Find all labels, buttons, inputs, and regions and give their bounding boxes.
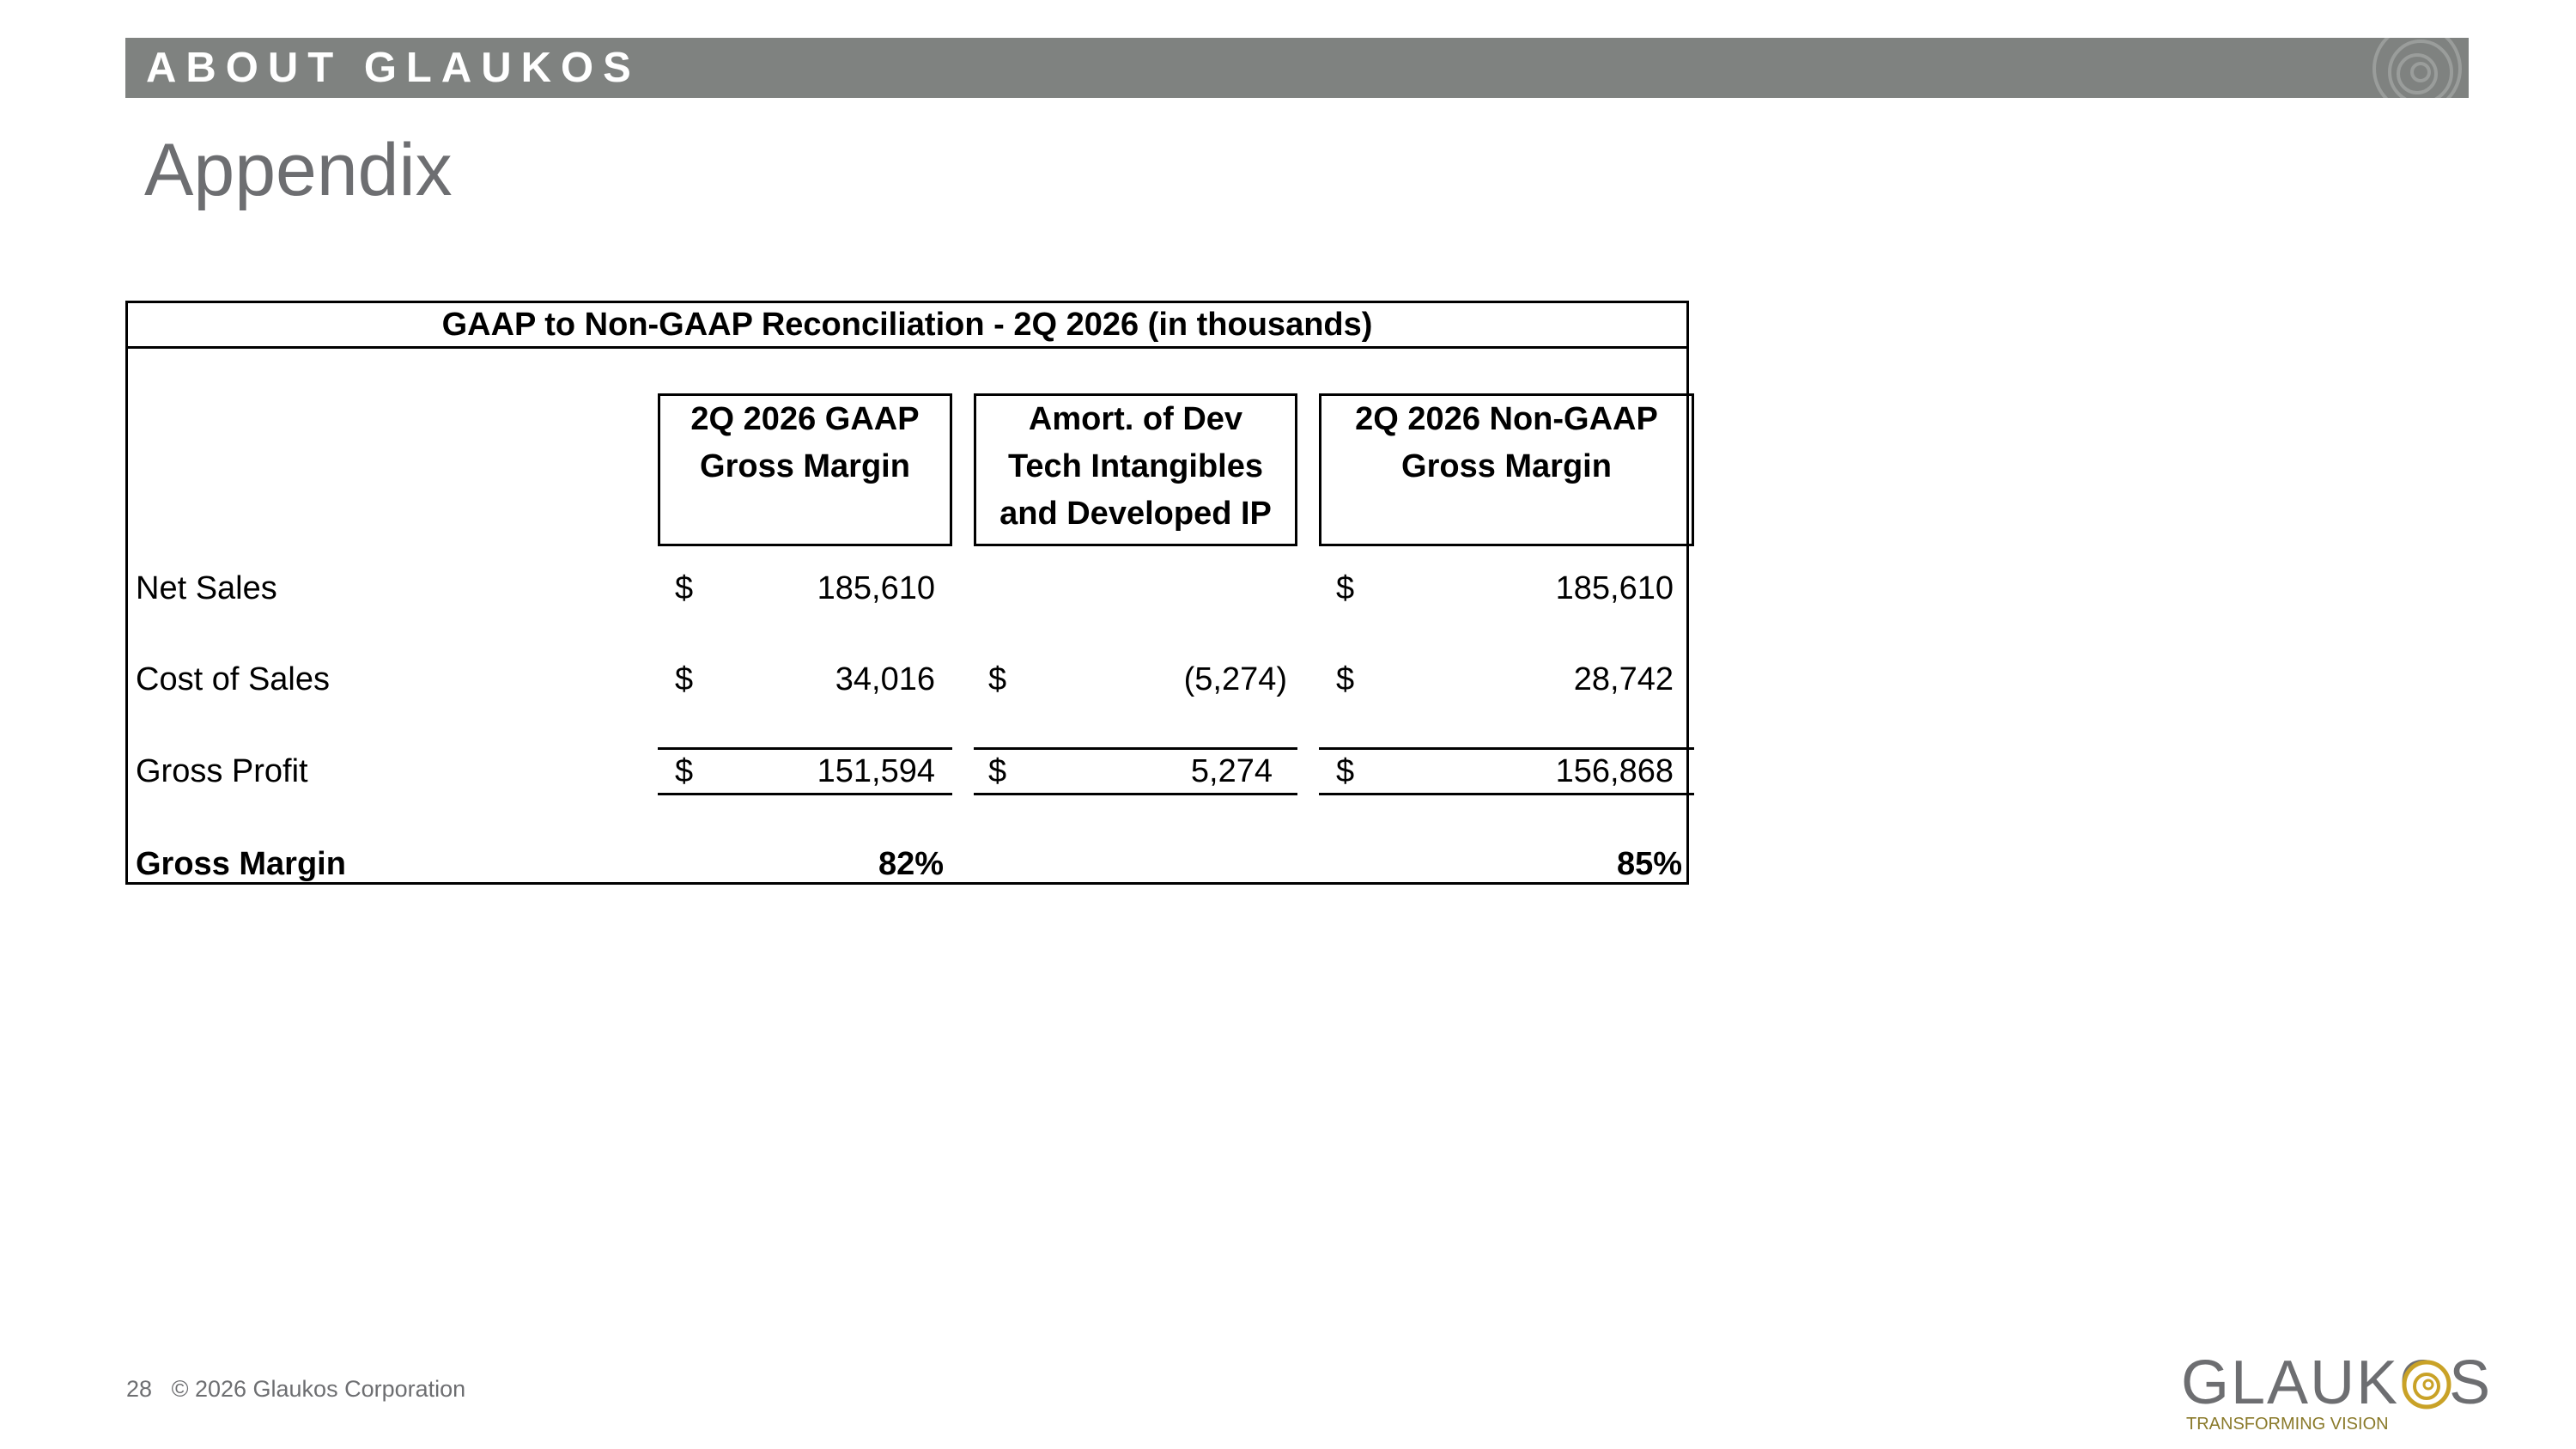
currency-symbol: $: [675, 570, 694, 606]
slide-title: Appendix: [144, 129, 453, 211]
gaap-net-sales: 185,610: [817, 570, 935, 606]
row-label-gross-margin: Gross Margin: [136, 846, 346, 882]
column-header-line: Amort. of Dev: [1028, 401, 1243, 437]
logo-tagline: TRANSFORMING VISION: [2186, 1415, 2389, 1434]
column-header-line: Gross Margin: [700, 448, 910, 484]
currency-symbol: $: [1336, 753, 1355, 789]
currency-symbol: $: [988, 661, 1007, 697]
total-line: [974, 793, 1297, 795]
column-header-line: Gross Margin: [1401, 448, 1612, 484]
nongaap-net-sales: 185,610: [1555, 570, 1674, 606]
footer: 28 © 2026 Glaukos Corporation: [126, 1374, 465, 1403]
currency-symbol: $: [1336, 570, 1355, 606]
currency-symbol: $: [675, 661, 694, 697]
column-header-gaap: 2Q 2026 GAAP Gross Margin: [658, 393, 952, 546]
adjustment-gross-profit: 5,274: [1190, 753, 1273, 789]
page-number: 28: [126, 1376, 153, 1402]
gaap-gross-margin: 82%: [878, 846, 944, 882]
total-line: [658, 793, 952, 795]
column-header-line: Tech Intangibles: [1007, 448, 1263, 484]
currency-symbol: $: [988, 753, 1007, 789]
gaap-gross-profit: 151,594: [817, 753, 935, 789]
logo-swirl-icon: [2402, 1360, 2451, 1409]
total-line: [1319, 793, 1694, 795]
reconciliation-table: GAAP to Non-GAAP Reconciliation - 2Q 202…: [125, 301, 1694, 885]
column-header-adjustment: Amort. of Dev Tech Intangibles and Devel…: [974, 393, 1297, 546]
column-header-nongaap: 2Q 2026 Non-GAAP Gross Margin: [1319, 393, 1694, 546]
copyright-text: © 2026 Glaukos Corporation: [171, 1376, 466, 1402]
subtotal-line: [1319, 747, 1694, 750]
column-header-line: 2Q 2026 Non-GAAP: [1355, 401, 1658, 437]
subtotal-line: [658, 747, 952, 750]
subtotal-line: [974, 747, 1297, 750]
row-label-gross-profit: Gross Profit: [136, 753, 308, 789]
currency-symbol: $: [675, 753, 694, 789]
section-header-bar: ABOUT GLAUKOS: [125, 38, 2469, 98]
gaap-cost-of-sales: 34,016: [835, 661, 935, 697]
nongaap-cost-of-sales: 28,742: [1573, 661, 1674, 697]
nongaap-gross-profit: 156,868: [1555, 753, 1674, 789]
table-title: GAAP to Non-GAAP Reconciliation - 2Q 202…: [128, 303, 1686, 349]
swirl-logo-icon: [2372, 38, 2462, 98]
section-label: ABOUT GLAUKOS: [146, 45, 641, 91]
column-header-line: 2Q 2026 GAAP: [690, 401, 920, 437]
glaukos-logo: GLAUKOS TRANSFORMING VISION: [2181, 1349, 2490, 1434]
row-label-net-sales: Net Sales: [136, 570, 277, 606]
adjustment-cost-of-sales: (5,274): [1183, 661, 1287, 697]
row-label-cost-of-sales: Cost of Sales: [136, 661, 330, 697]
currency-symbol: $: [1336, 661, 1355, 697]
nongaap-gross-margin: 85%: [1616, 846, 1682, 882]
column-header-line: and Developed IP: [999, 496, 1272, 532]
